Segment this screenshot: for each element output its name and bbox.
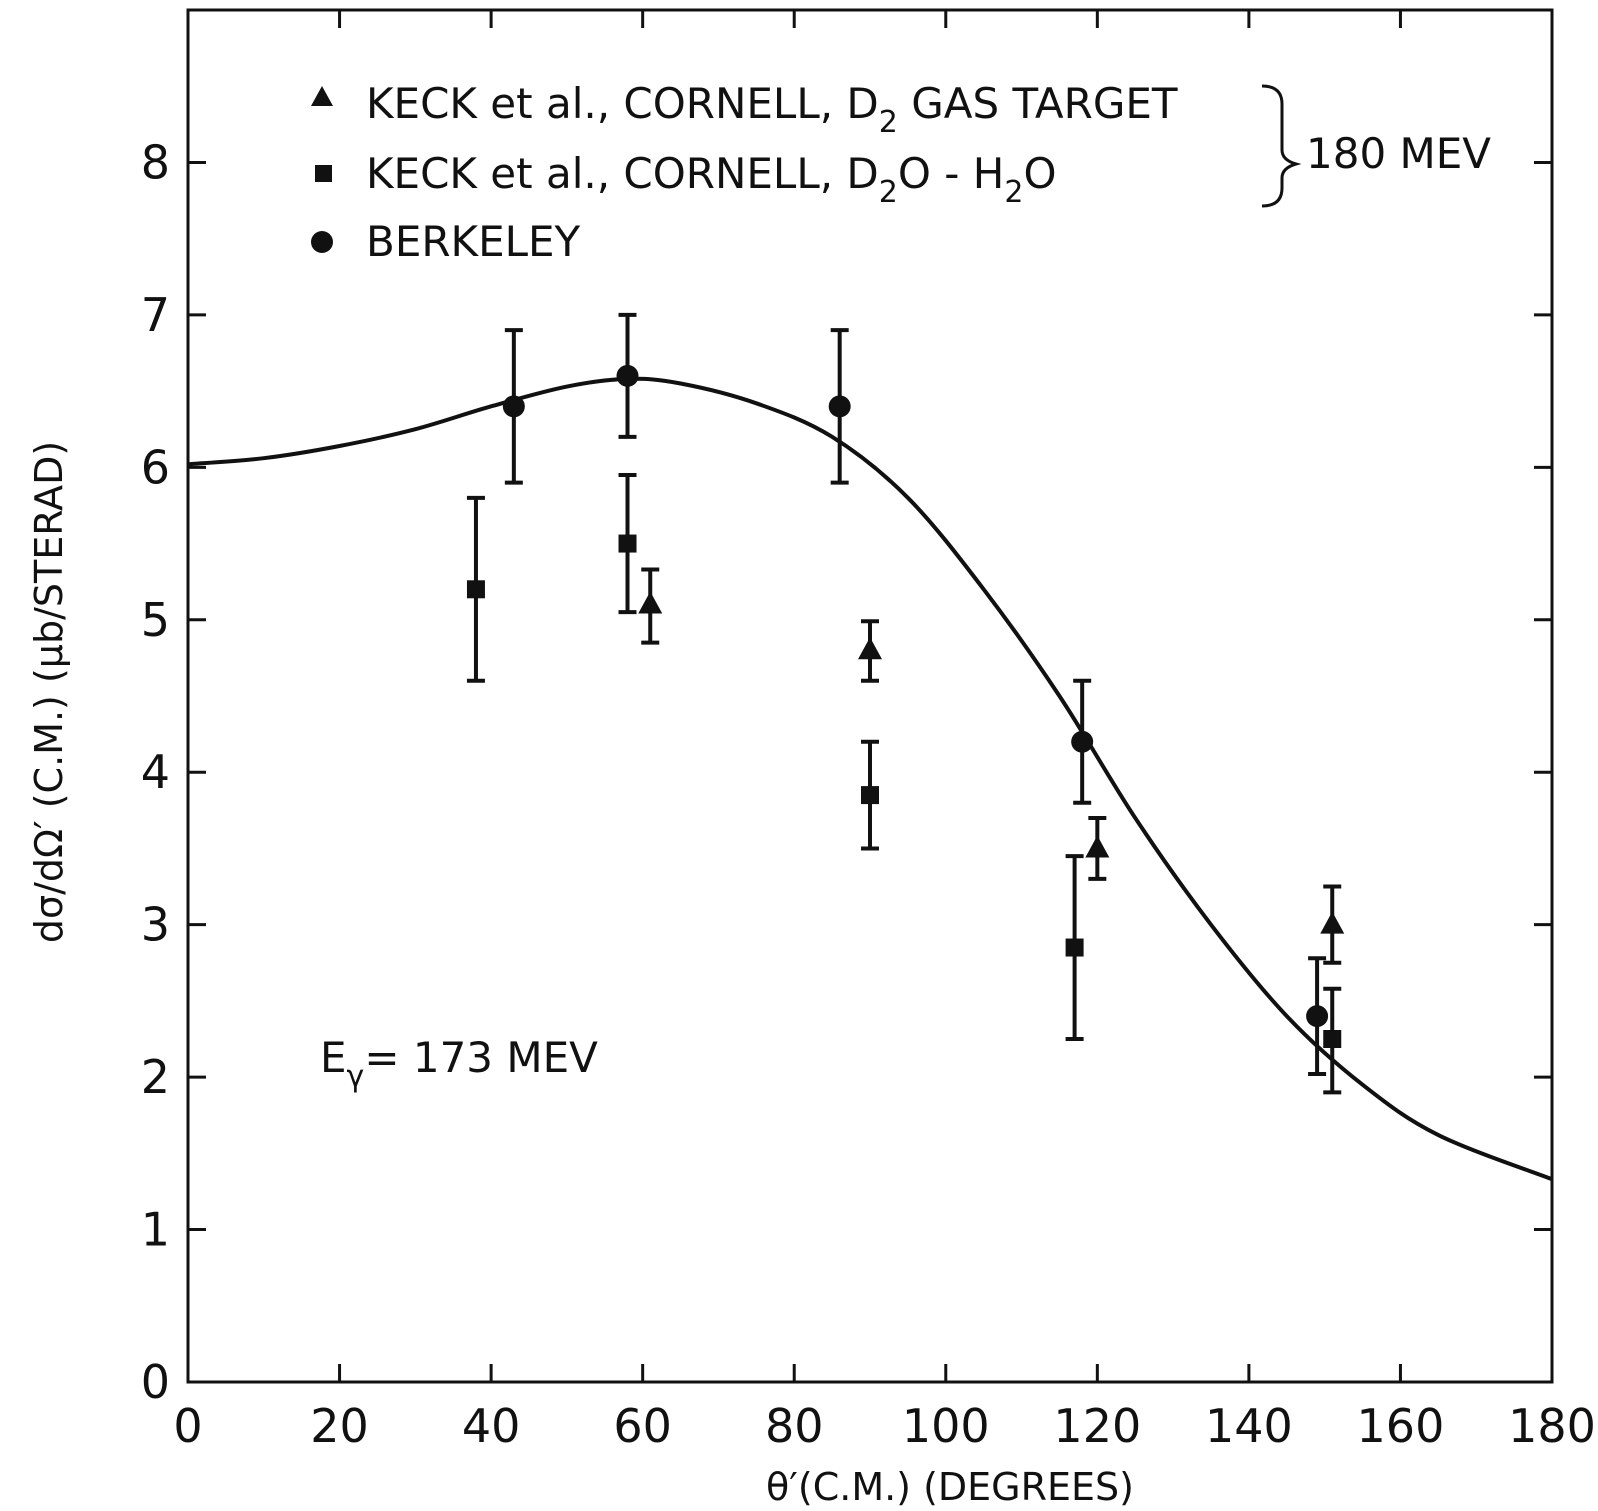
legend-entry-berkeley: BERKELEY [366, 217, 581, 266]
data-point-square [1323, 986, 1342, 1095]
data-point-triangle [858, 619, 882, 683]
x-tick-label: 160 [1357, 1399, 1445, 1453]
y-tick-label: 1 [141, 1203, 170, 1257]
data-point-circle [616, 312, 639, 439]
theory-curve [187, 376, 1553, 1182]
data-points-layer [466, 312, 1345, 1095]
x-tick-label: 120 [1053, 1399, 1141, 1453]
y-tick-label: 2 [141, 1050, 170, 1104]
x-tick-label: 100 [902, 1399, 990, 1453]
x-tick-label: 20 [310, 1399, 369, 1453]
y-tick-label: 6 [141, 440, 170, 494]
legend-entry-keck-gas-text: KECK et al., CORNELL, D [366, 79, 879, 128]
data-point-circle [1306, 956, 1329, 1077]
legend-brace [1261, 84, 1302, 208]
x-tick-label: 180 [1508, 1399, 1596, 1453]
legend-entry-keck-water-sub2: 2 [1004, 175, 1023, 210]
energy-annotation: Eγ= 173 MEV [320, 1033, 598, 1094]
data-point-triangle [1320, 884, 1345, 965]
marker-circle [502, 395, 525, 418]
legend-entry-keck-water: KECK et al., CORNELL, D2O - H2O [366, 149, 1057, 210]
x-tick-label: 80 [765, 1399, 824, 1453]
data-point-triangle [638, 567, 663, 645]
marker-square [861, 786, 879, 805]
plot-frame [186, 8, 1554, 1384]
y-tick-label: 3 [141, 898, 170, 952]
data-point-circle [1071, 678, 1094, 805]
data-point-square [618, 472, 637, 615]
legend: KECK et al., CORNELL, D2 GAS TARGET KECK… [311, 79, 1491, 266]
legend-entry-keck-gas: KECK et al., CORNELL, D2 GAS TARGET [366, 79, 1178, 140]
marker-square [618, 534, 637, 553]
x-tick-label: 40 [462, 1399, 521, 1453]
legend-group-label: 180 MEV [1306, 129, 1491, 178]
x-axis-title: θ′(C.M.) (DEGREES) [766, 1465, 1134, 1509]
y-tick-label: 5 [141, 593, 170, 647]
y-tick-label: 7 [141, 288, 170, 342]
axes [186, 8, 1554, 1384]
legend-marker-circle [311, 231, 333, 253]
energy-annotation-sub: γ [347, 1059, 365, 1094]
legend-entry-keck-water-sub: 2 [879, 175, 898, 210]
energy-annotation-prefix: E [320, 1033, 347, 1082]
data-point-circle [502, 328, 525, 485]
x-tick-label: 140 [1205, 1399, 1293, 1453]
data-point-circle [828, 328, 851, 485]
legend-entry-keck-gas-sub: 2 [879, 105, 898, 140]
marker-triangle [858, 637, 882, 660]
ticks: 0 20 40 60 80 100 120 140 160 180 0 1 2 3 4 5 6 7 8 [141, 10, 1596, 1453]
marker-triangle [638, 591, 663, 614]
y-tick-label: 0 [141, 1355, 170, 1409]
data-point-square [861, 739, 879, 851]
marker-square [1065, 938, 1084, 957]
marker-circle [616, 364, 639, 387]
theory-curve-layer [187, 376, 1553, 1182]
data-point-square [466, 495, 485, 683]
legend-entry-keck-water-end: O [1023, 149, 1056, 198]
energy-annotation-rest: = 173 MEV [364, 1033, 598, 1082]
legend-marker-triangle [311, 86, 333, 106]
data-point-triangle [1085, 815, 1110, 881]
y-axis-title: dσ/dΩ′ (C.M.) (μb/STERAD) [27, 441, 71, 943]
marker-triangle [1085, 835, 1110, 858]
legend-entry-keck-water-text: KECK et al., CORNELL, D [366, 149, 879, 198]
marker-square [466, 580, 485, 599]
x-tick-label: 0 [173, 1399, 202, 1453]
legend-entry-keck-water-mid: O - H [898, 149, 1005, 198]
x-tick-label: 60 [613, 1399, 672, 1453]
marker-circle [1071, 730, 1094, 753]
y-tick-label: 4 [141, 745, 170, 799]
marker-square [1323, 1030, 1342, 1048]
legend-marker-square [315, 165, 332, 182]
marker-triangle [1320, 911, 1345, 934]
marker-circle [1306, 1005, 1329, 1028]
legend-entry-keck-gas-rest: GAS TARGET [898, 79, 1178, 128]
y-tick-label: 8 [141, 135, 170, 189]
data-point-square [1065, 854, 1084, 1041]
marker-circle [828, 395, 851, 418]
